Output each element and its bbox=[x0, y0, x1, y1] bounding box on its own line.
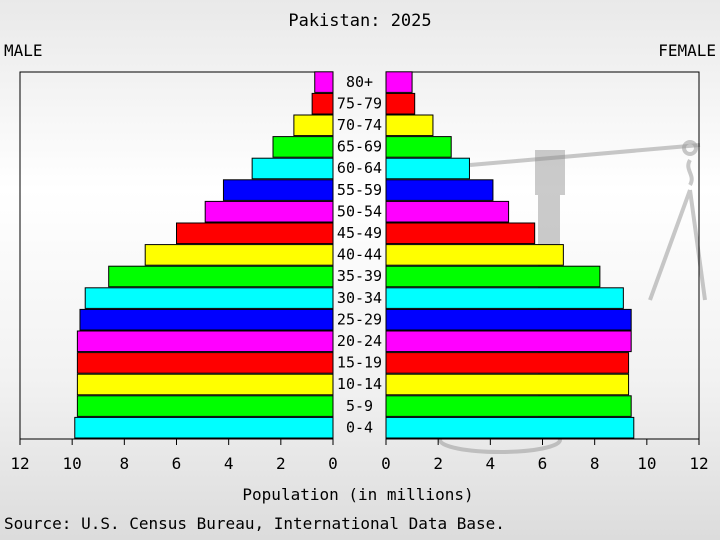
female-bar-35-39 bbox=[385, 265, 601, 288]
male-bar-0-4 bbox=[74, 416, 334, 439]
male-x-axis: 0 2 4 6 8 10 12 bbox=[10, 439, 338, 473]
female-bar-20-24 bbox=[385, 330, 632, 353]
female-bar-30-34 bbox=[385, 287, 624, 309]
male-bar-45-49 bbox=[176, 222, 334, 245]
age-label-30-34: 30-34 bbox=[337, 289, 382, 307]
female-label: FEMALE bbox=[658, 41, 716, 60]
male-bar-40-44 bbox=[144, 244, 334, 266]
male-bar-65-69 bbox=[272, 136, 334, 158]
female-tick-label-6: 6 bbox=[538, 454, 548, 473]
male-tick-label-8: 8 bbox=[120, 454, 130, 473]
female-bar-60-64 bbox=[385, 157, 470, 180]
male-label: MALE bbox=[4, 41, 43, 60]
male-bar-25-29 bbox=[79, 308, 334, 331]
female-bar-65-69 bbox=[385, 136, 452, 158]
male-bar-35-39 bbox=[108, 265, 334, 288]
age-label-80+: 80+ bbox=[346, 73, 373, 91]
age-label-75-79: 75-79 bbox=[337, 94, 382, 112]
female-bar-5-9 bbox=[385, 395, 632, 417]
female-bar-25-29 bbox=[385, 308, 632, 331]
female-bar-75-79 bbox=[385, 92, 416, 115]
male-bar-80+ bbox=[314, 71, 334, 93]
age-label-55-59: 55-59 bbox=[337, 181, 382, 199]
male-bar-10-14 bbox=[76, 373, 334, 396]
age-label-10-14: 10-14 bbox=[337, 375, 382, 393]
male-bar-15-19 bbox=[76, 352, 334, 374]
male-tick-label-4: 4 bbox=[224, 454, 234, 473]
female-tick-label-4: 4 bbox=[486, 454, 496, 473]
age-label-60-64: 60-64 bbox=[337, 159, 382, 177]
female-tick-label-8: 8 bbox=[590, 454, 600, 473]
male-bar-70-74 bbox=[293, 114, 334, 137]
male-tick-label-0: 0 bbox=[328, 454, 338, 473]
female-bar-80+ bbox=[385, 71, 413, 93]
female-tick-label-2: 2 bbox=[433, 454, 443, 473]
age-group-labels: 0-4 5-9 10-14 15-19 20-24 25-29 30-34 35-39 40-4… bbox=[337, 73, 382, 437]
age-label-20-24: 20-24 bbox=[337, 332, 382, 350]
male-bar-75-79 bbox=[311, 92, 334, 115]
female-bars bbox=[385, 71, 635, 439]
female-bar-55-59 bbox=[385, 179, 494, 201]
female-bar-10-14 bbox=[385, 373, 630, 396]
male-bar-60-64 bbox=[251, 157, 334, 180]
male-bar-50-54 bbox=[204, 200, 334, 223]
age-label-25-29: 25-29 bbox=[337, 310, 382, 328]
female-bar-0-4 bbox=[385, 416, 635, 439]
age-label-15-19: 15-19 bbox=[337, 354, 382, 372]
age-label-45-49: 45-49 bbox=[337, 224, 382, 242]
male-bars bbox=[74, 71, 334, 439]
x-axis-label: Population (in millions) bbox=[242, 485, 473, 504]
female-bar-50-54 bbox=[385, 200, 510, 223]
male-tick-label-6: 6 bbox=[172, 454, 182, 473]
age-label-65-69: 65-69 bbox=[337, 138, 382, 156]
source-note: Source: U.S. Census Bureau, Internationa… bbox=[4, 514, 505, 533]
male-tick-label-10: 10 bbox=[63, 454, 82, 473]
age-label-40-44: 40-44 bbox=[337, 246, 382, 264]
female-bar-45-49 bbox=[385, 222, 536, 245]
female-bar-70-74 bbox=[385, 114, 434, 137]
male-bar-30-34 bbox=[84, 287, 334, 309]
chart-title: Pakistan: 2025 bbox=[288, 11, 431, 31]
male-tick-label-2: 2 bbox=[276, 454, 286, 473]
male-tick-label-12: 12 bbox=[10, 454, 29, 473]
age-label-35-39: 35-39 bbox=[337, 267, 382, 285]
male-bar-5-9 bbox=[76, 395, 334, 417]
female-x-axis: 0 2 4 6 8 10 12 bbox=[381, 439, 709, 473]
female-tick-label-12: 12 bbox=[689, 454, 708, 473]
female-bar-15-19 bbox=[385, 352, 630, 374]
female-tick-label-10: 10 bbox=[637, 454, 656, 473]
age-label-70-74: 70-74 bbox=[337, 116, 382, 134]
female-bar-40-44 bbox=[385, 244, 564, 266]
age-label-5-9: 5-9 bbox=[346, 397, 373, 415]
age-label-50-54: 50-54 bbox=[337, 202, 382, 220]
female-tick-label-0: 0 bbox=[381, 454, 391, 473]
age-label-0-4: 0-4 bbox=[346, 418, 373, 436]
male-bar-20-24 bbox=[76, 330, 334, 353]
male-bar-55-59 bbox=[222, 179, 334, 201]
